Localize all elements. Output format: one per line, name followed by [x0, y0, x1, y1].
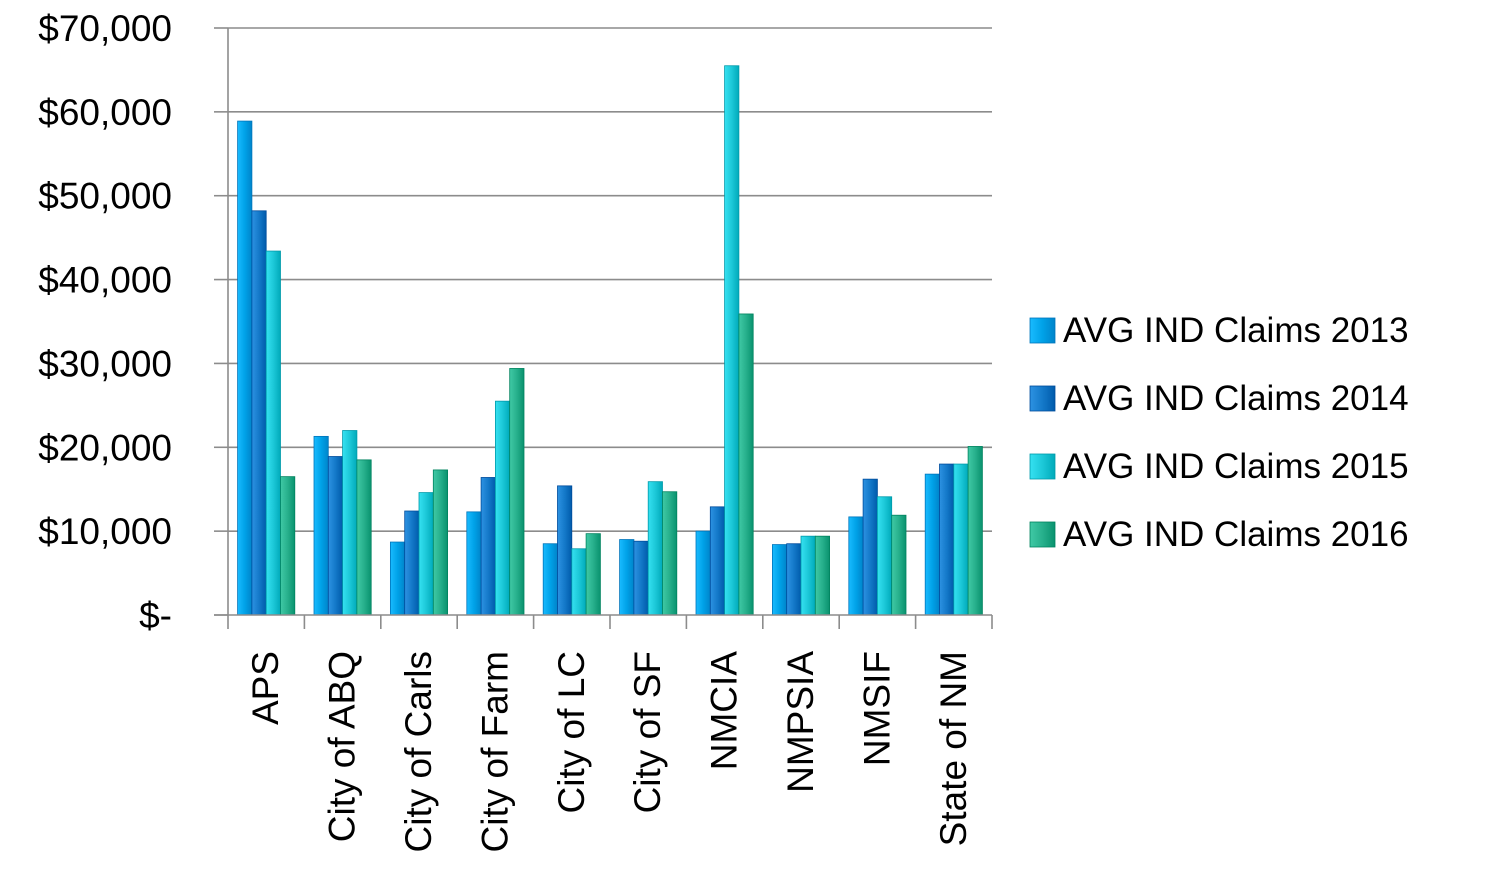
y-tick-label: $20,000	[38, 427, 172, 468]
bar	[418, 492, 434, 616]
legend-swatch	[1029, 385, 1056, 412]
bar	[542, 543, 558, 616]
bar	[709, 506, 725, 616]
bar	[647, 481, 663, 616]
bar	[619, 539, 635, 616]
x-tick-label: City of Carls	[398, 651, 439, 852]
bar	[924, 473, 940, 616]
bar	[862, 478, 878, 616]
legend-label: AVG IND Claims 2014	[1063, 379, 1409, 418]
bar	[494, 400, 511, 616]
bar	[738, 313, 754, 616]
y-tick-label: $50,000	[38, 176, 172, 217]
bar	[814, 535, 830, 616]
legend-swatch	[1029, 521, 1056, 548]
bar	[480, 477, 496, 616]
x-tick-label: City of ABQ	[322, 651, 363, 842]
x-tick-label: City of LC	[551, 651, 592, 813]
bar	[466, 511, 482, 616]
legend-label: AVG IND Claims 2015	[1063, 447, 1409, 486]
x-tick-label: APS	[245, 651, 286, 725]
y-tick-label: $60,000	[38, 92, 172, 133]
bar	[786, 543, 802, 616]
bar	[633, 540, 649, 616]
x-tick-label: City of Farm	[474, 651, 515, 852]
x-tick-label: State of NM	[933, 651, 974, 846]
bar	[356, 459, 372, 616]
y-tick-label: $30,000	[38, 343, 172, 384]
bar	[237, 120, 253, 616]
bar	[313, 435, 329, 616]
bar	[724, 65, 740, 616]
x-tick-label: NMCIA	[704, 651, 745, 771]
bar	[585, 533, 601, 616]
legend-label: AVG IND Claims 2016	[1063, 515, 1409, 554]
bar	[389, 541, 406, 616]
y-tick-label: $40,000	[38, 260, 172, 301]
bar	[251, 210, 267, 616]
legend-swatch	[1029, 453, 1056, 480]
bar	[877, 496, 893, 616]
bar	[509, 368, 525, 616]
bar	[967, 446, 983, 616]
bar	[848, 516, 864, 616]
legend: AVG IND Claims 2013 AVG IND Claims 2014 AV…	[1029, 311, 1409, 554]
bar	[891, 514, 907, 616]
bar	[557, 485, 573, 616]
bar	[404, 510, 420, 616]
bar	[280, 476, 296, 616]
bar	[695, 530, 711, 616]
axes: $- $10,000 $20,000 $30,000 $40,000 $50,000 $60…	[38, 8, 993, 852]
bar	[432, 469, 448, 616]
x-tick-label: NMSIF	[856, 651, 897, 766]
bar	[939, 463, 955, 616]
y-tick-label: $70,000	[38, 8, 172, 49]
legend-label: AVG IND Claims 2013	[1063, 311, 1409, 350]
bars	[237, 65, 983, 616]
y-tick-label: $10,000	[38, 511, 172, 552]
bar	[662, 491, 678, 616]
y-tick-label: $-	[139, 595, 172, 636]
bar	[953, 463, 969, 616]
bar	[772, 544, 788, 616]
bar	[800, 535, 816, 616]
x-tick-label: City of SF	[627, 651, 668, 813]
x-tick-label: NMPSIA	[780, 651, 821, 793]
bar	[342, 430, 358, 616]
bar	[327, 456, 343, 616]
legend-swatch	[1029, 317, 1056, 344]
bar	[571, 548, 587, 616]
bar	[265, 250, 281, 616]
